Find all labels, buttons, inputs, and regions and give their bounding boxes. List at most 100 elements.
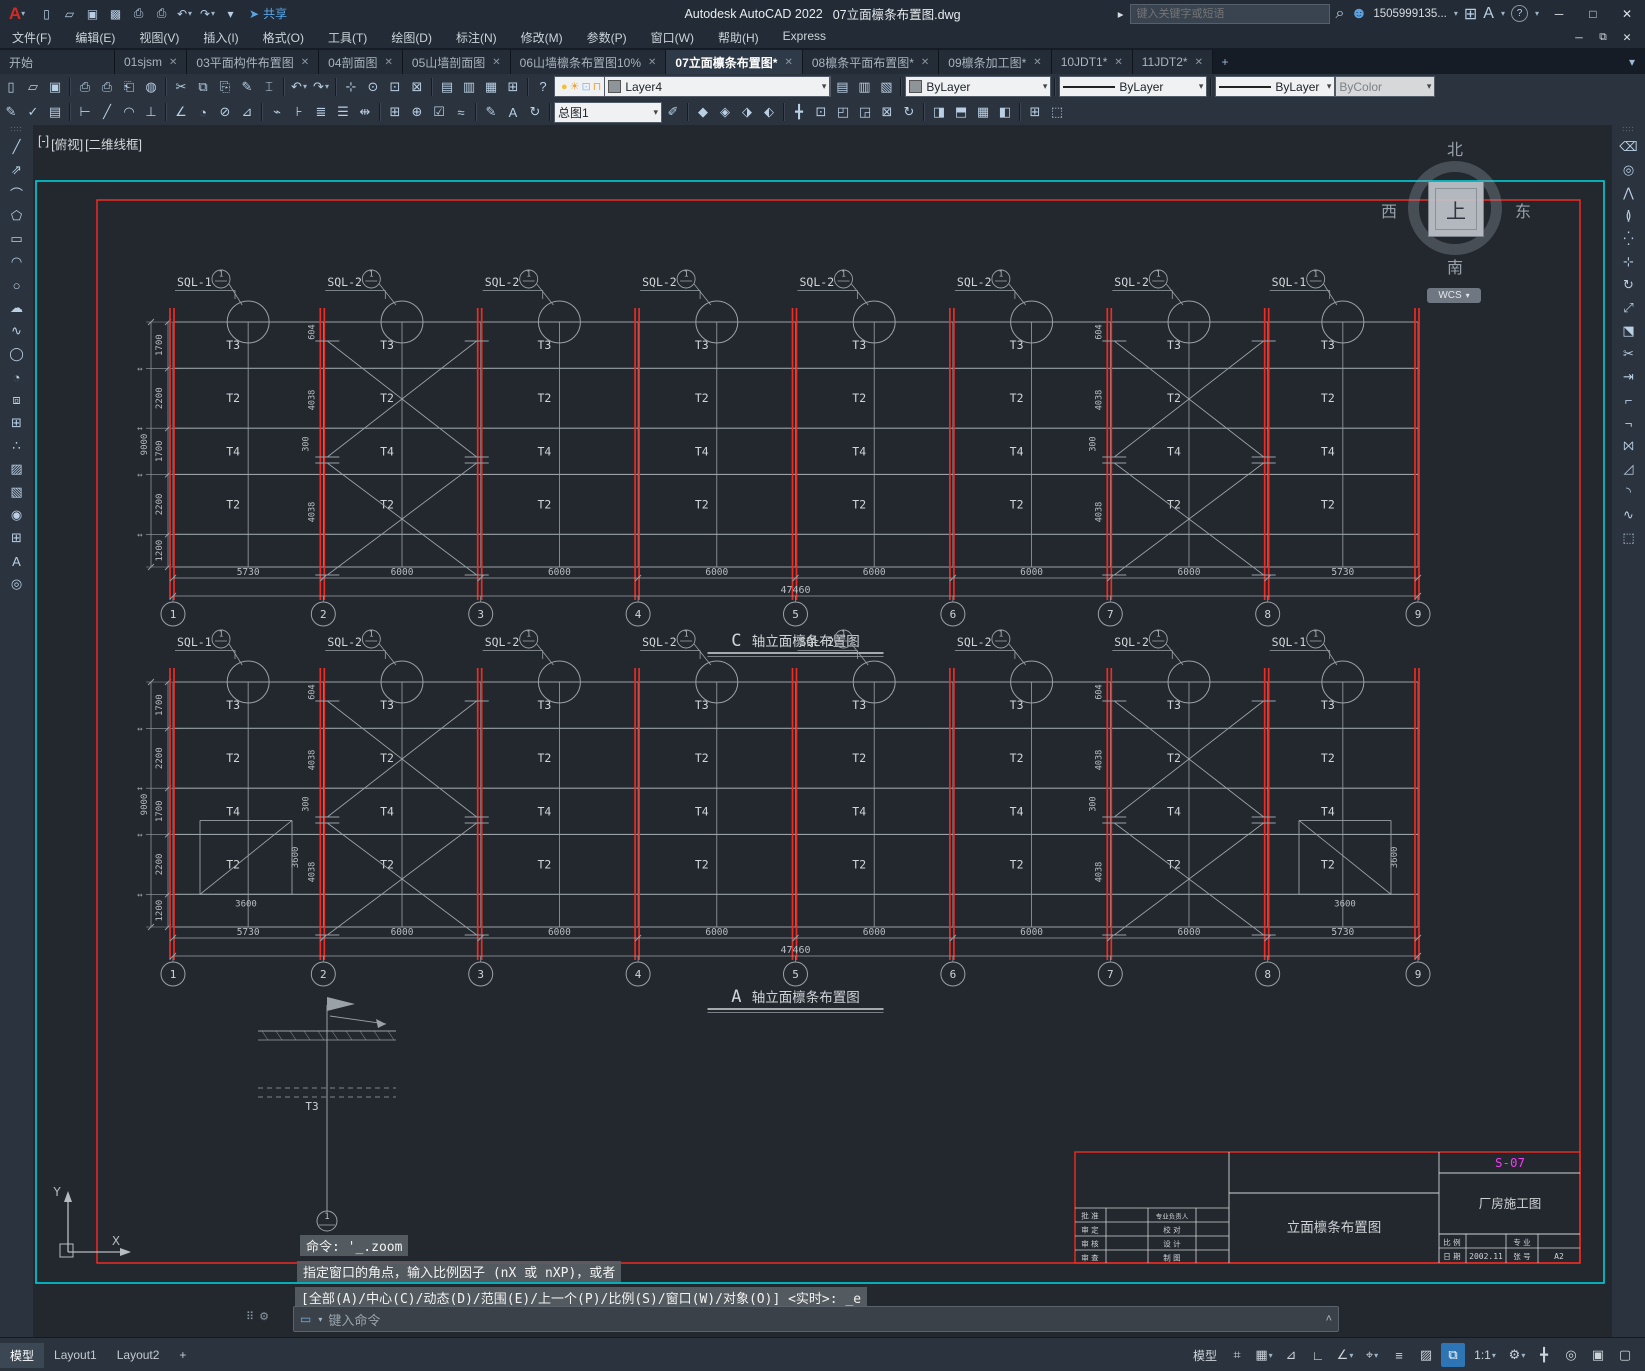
polygon-icon[interactable]: ⬠	[10, 208, 23, 223]
color-combo-arrow[interactable]: ▾	[1042, 81, 1048, 91]
graphics-performance-icon[interactable]: ▣	[1591, 1347, 1605, 1362]
tab-close-icon[interactable]: ✕	[492, 56, 501, 68]
file-tab-11JDT2[interactable]: 11JDT2* ✕	[1132, 50, 1213, 74]
file-tab-03平面构件布置图[interactable]: 03平面构件布置图 ✕	[187, 50, 320, 74]
menu-2[interactable]: 视图(V)	[139, 31, 180, 45]
file-tab-08檩条平面布置图[interactable]: 08檩条平面布置图* ✕	[802, 50, 940, 74]
hatch-icon[interactable]: ▨	[10, 461, 23, 476]
help-dropdown-icon[interactable]: ▾	[1534, 9, 1539, 18]
qsave-icon[interactable]: ▣	[48, 78, 62, 94]
polyline-icon[interactable]: ⌒	[9, 186, 23, 202]
table-icon[interactable]: ⊞	[11, 530, 22, 545]
model-space-toggle[interactable]: 模型	[1192, 1348, 1217, 1363]
region-icon[interactable]: ◉	[10, 507, 23, 522]
annotation-icon[interactable]: ▤	[48, 104, 62, 119]
fillet-icon[interactable]: ◝	[1625, 484, 1632, 499]
layer-states-icon[interactable]: ▥	[462, 78, 476, 94]
viewcube-east[interactable]: 东	[1514, 204, 1531, 221]
menu-1[interactable]: 编辑(E)	[75, 31, 116, 45]
redo-icon-arrow[interactable]: ▾	[324, 82, 329, 91]
gradient2-icon[interactable]: ◧	[998, 104, 1012, 119]
command-dropdown-icon[interactable]: ▾	[318, 1314, 323, 1324]
blend-icon[interactable]: ∿	[1623, 507, 1634, 522]
dim-aligned-icon[interactable]: ╱	[103, 104, 111, 119]
tab-close-icon[interactable]: ✕	[1194, 56, 1203, 68]
saveas-icon[interactable]: ▩	[109, 6, 122, 21]
layer-on-icon[interactable]: ●	[561, 80, 568, 93]
plot-icon[interactable]: ⎙	[133, 6, 144, 20]
workspace-switch-icon-arrow[interactable]: ▾	[1521, 1350, 1526, 1360]
selection-cycling-icon[interactable]: ⧉	[1441, 1343, 1465, 1367]
layer-match-icon[interactable]: ▧	[880, 78, 893, 94]
doc-minimize-button[interactable]: ─	[1575, 31, 1583, 44]
tab-overflow-button[interactable]: ▾	[1628, 55, 1636, 69]
dim-break-icon[interactable]: ⇹	[359, 104, 371, 119]
trim-icon[interactable]: ✂	[1623, 346, 1634, 361]
lineweight-display-icon[interactable]: ≡	[1395, 1347, 1403, 1363]
account-icon[interactable]: ☻	[1350, 4, 1368, 22]
osnap-icon[interactable]: ⌖ ▾	[1365, 1347, 1379, 1362]
file-tab-09檩条加工图[interactable]: 09檩条加工图* ✕	[939, 50, 1052, 74]
undo-icon-arrow[interactable]: ▾	[188, 9, 193, 18]
command-input-placeholder[interactable]: 键入命令	[328, 1312, 381, 1328]
cut-icon[interactable]: ✂	[175, 78, 187, 94]
quick-calc-icon[interactable]: ⊞	[507, 78, 519, 94]
menu-8[interactable]: 修改(M)	[520, 31, 563, 45]
offset-icon[interactable]: ≬	[1625, 208, 1632, 223]
tab-close-icon[interactable]: ✕	[1033, 56, 1042, 68]
dim-style-combo[interactable]: 总图1 ▾	[554, 101, 662, 123]
rotate-icon[interactable]: ↻	[1623, 277, 1634, 292]
infer-constraints-icon[interactable]: ⊿	[1285, 1347, 1297, 1362]
dim-arc-icon[interactable]: ◠	[123, 104, 135, 119]
circle-icon[interactable]: ○	[12, 277, 21, 293]
toolbar-grip[interactable]: ∷∷	[1622, 125, 1635, 134]
open-icon[interactable]: ▱	[64, 6, 75, 21]
tab-close-icon[interactable]: ✕	[1114, 56, 1123, 68]
layer-walk-icon[interactable]: ▦	[484, 78, 498, 94]
polar-tracking-icon-arrow[interactable]: ▾	[1349, 1350, 1354, 1360]
account-dropdown-icon[interactable]: ▾	[1453, 9, 1458, 18]
new-layout-button[interactable]: +	[179, 1348, 187, 1362]
arc-icon[interactable]: ◠	[10, 254, 23, 269]
dim-ordinate-icon[interactable]: ⊥	[145, 104, 157, 119]
layer-combo[interactable]: Layer4 ▾	[604, 76, 831, 97]
dim-space-icon[interactable]: ☰	[337, 104, 349, 119]
fillet2-icon[interactable]: ⬒	[954, 104, 968, 119]
dim-angle-icon[interactable]: ⊿	[241, 104, 253, 119]
dim-baseline-icon[interactable]: ≣	[315, 104, 327, 119]
file-tab-07立面檩条布置图[interactable]: 07立面檩条布置图* ✕	[666, 50, 803, 74]
tab-close-icon[interactable]: ✕	[648, 56, 657, 68]
dim-angular-icon[interactable]: ∠	[175, 104, 187, 119]
scale-icon[interactable]: ⤢	[1623, 300, 1634, 315]
dim-edit-icon[interactable]: ✎	[485, 104, 497, 119]
dim-linear-icon[interactable]: ⊢	[79, 104, 91, 119]
menu-5[interactable]: 工具(T)	[327, 31, 368, 45]
minimize-button[interactable]: ─	[1554, 6, 1564, 21]
file-tab-01sjsm[interactable]: 01sjsm ✕	[115, 50, 188, 74]
tab-close-icon[interactable]: ✕	[300, 56, 310, 68]
paste-icon[interactable]: ⎘	[219, 78, 231, 94]
search-input[interactable]	[1134, 6, 1325, 21]
spline-icon[interactable]: ∿	[11, 323, 22, 338]
layer-thaw-icon[interactable]: ☀	[569, 81, 580, 93]
tolerance-icon[interactable]: ⊞	[389, 104, 401, 119]
center-mark-icon[interactable]: ⊕	[411, 104, 423, 119]
save-icon[interactable]: ▣	[86, 6, 99, 21]
doc-restore-button[interactable]: ⧉	[1599, 31, 1607, 43]
menu-3[interactable]: 插入(I)	[203, 31, 239, 45]
make-object-layer-current-icon[interactable]: ▤	[836, 78, 849, 94]
array-icon[interactable]: ⁛	[1623, 231, 1634, 246]
spell-check-icon[interactable]: ✓	[27, 104, 39, 119]
undo-icon[interactable]: ↶ ▾	[176, 6, 193, 21]
command-input-bar[interactable]: ▭ ▾ 键入命令 ˄	[293, 1306, 1339, 1332]
draworder-back-icon[interactable]: ⬖	[764, 104, 774, 119]
group-icon[interactable]: ╋	[795, 104, 803, 119]
polar-tracking-icon[interactable]: ∠ ▾	[1336, 1347, 1354, 1362]
viewport-menu-control[interactable]: [-]	[38, 134, 50, 148]
file-tab-04剖面图[interactable]: 04剖面图 ✕	[319, 50, 403, 74]
redo-icon[interactable]: ↷ ▾	[313, 78, 329, 94]
tab-close-icon[interactable]: ✕	[169, 56, 178, 68]
toolbar-grip[interactable]: ∷∷	[10, 125, 23, 134]
menu-9[interactable]: 参数(P)	[586, 31, 627, 45]
viewcube-north[interactable]: 北	[1446, 142, 1464, 159]
